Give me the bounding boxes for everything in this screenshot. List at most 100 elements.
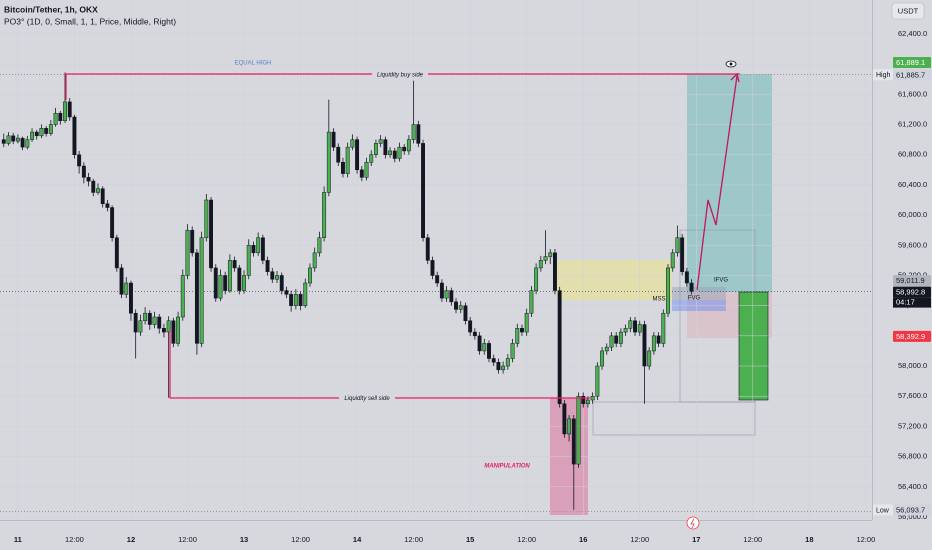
price-label-box (893, 69, 931, 81)
candle-body (133, 312, 138, 333)
candle-body (81, 165, 86, 178)
candle-body (618, 331, 623, 344)
target-zone (687, 74, 772, 292)
candle-body (199, 237, 204, 344)
price-tag: Low (876, 507, 890, 514)
fvg-zone (557, 260, 672, 300)
candle-body (505, 358, 510, 367)
candle-body (341, 162, 345, 174)
candle-body (651, 335, 656, 352)
candle-body (359, 169, 364, 178)
x-tick-label: 12 (127, 535, 135, 544)
candle-body (161, 328, 166, 333)
candle-body (293, 294, 298, 306)
price-tag-box (873, 69, 893, 81)
sell-side-line (169, 330, 590, 399)
candle-body (270, 271, 275, 280)
buy-side-label: Liquidity buy side (377, 73, 424, 79)
price-label-box (893, 330, 931, 342)
candle-body (684, 271, 689, 284)
candle-body (114, 237, 119, 269)
candle-body (25, 139, 30, 148)
candle-body (48, 124, 53, 134)
x-tick-label: 12:00 (404, 535, 423, 544)
x-tick-label: 13 (240, 535, 248, 544)
candle-body (373, 143, 378, 155)
currency-box[interactable] (891, 2, 925, 20)
candle-body (585, 399, 590, 405)
candle-body (53, 112, 58, 125)
candle-body (637, 324, 642, 333)
y-tick-label: 59,200.0 (898, 270, 927, 279)
price-label-box (893, 504, 931, 516)
manipulation-label: MANIPULATION (484, 464, 530, 470)
x-tick-label: 17 (692, 535, 700, 544)
candle-body (251, 245, 256, 254)
candle-body (209, 199, 214, 269)
candle-body (223, 275, 228, 291)
candle-body (689, 282, 694, 292)
candle-body (538, 260, 543, 269)
annotations: Liquidity buy side EQUAL HIGH Liquidity … (65, 61, 740, 530)
x-tick-label: 11 (14, 535, 22, 544)
candle-body (463, 305, 468, 322)
candle-body (576, 395, 581, 465)
sell-side-label: Liquidity sell side (344, 396, 390, 402)
candle-body (326, 131, 331, 193)
projection-arrow (696, 75, 738, 291)
candle-body (388, 150, 393, 155)
po3-candle (738, 291, 769, 401)
candle-body (458, 305, 463, 310)
y-tick-label: 61,600.0 (898, 89, 927, 98)
candle-body (548, 252, 553, 257)
drawings (0, 74, 872, 515)
price-label: 61,889.1 (896, 58, 925, 67)
candle-body (275, 275, 279, 280)
mss-label: MSS (652, 297, 665, 303)
candle-body (1, 139, 6, 144)
candle-body (256, 237, 261, 254)
candle-body (623, 328, 628, 333)
candle-body (680, 237, 685, 272)
candle-body (633, 320, 637, 333)
candle-body (15, 137, 20, 142)
price-label: 59,011.9 (896, 276, 925, 285)
candle-body (444, 290, 449, 299)
price-tag-box (873, 504, 893, 516)
chart-title: Bitcoin/Tether, 1h, OKX (4, 4, 98, 14)
candle-body (67, 101, 72, 118)
candle-body (430, 260, 435, 276)
price-label: 58,992.8 (896, 288, 925, 297)
label-bg (339, 394, 395, 403)
candle-body (157, 316, 162, 329)
candle-body (110, 207, 115, 238)
x-tick-label: 12:00 (65, 535, 84, 544)
x-tick-label: 12:00 (630, 535, 649, 544)
y-tick-label: 58,000.0 (898, 361, 927, 370)
event-glyph (690, 518, 695, 529)
candle-body (543, 256, 548, 261)
y-tick-label: 57,200.0 (898, 421, 927, 430)
candle-body (421, 143, 425, 238)
candle-body (468, 320, 473, 333)
candle-body (406, 139, 411, 152)
candle-body (86, 177, 91, 182)
candle-body (152, 316, 157, 325)
y-tick-label: 60,000.0 (898, 210, 927, 219)
candle-body (553, 252, 557, 291)
candle-body (666, 267, 670, 314)
candle-body (402, 146, 407, 152)
price-label: 61,885.7 (896, 70, 925, 79)
candle-body (600, 350, 605, 367)
candle-body (265, 260, 270, 272)
candle-body (180, 275, 185, 318)
y-tick-label: 62,400.0 (898, 29, 927, 38)
candle-body (567, 418, 572, 435)
y-tick-label: 60,400.0 (898, 180, 927, 189)
candle-body (477, 335, 482, 352)
eye-pupil (729, 62, 733, 66)
candle-body (232, 260, 237, 269)
y-tick-label: 57,600.0 (898, 391, 927, 400)
event-icon[interactable] (686, 516, 700, 530)
equal-high-label: EQUAL HIGH (235, 61, 272, 67)
